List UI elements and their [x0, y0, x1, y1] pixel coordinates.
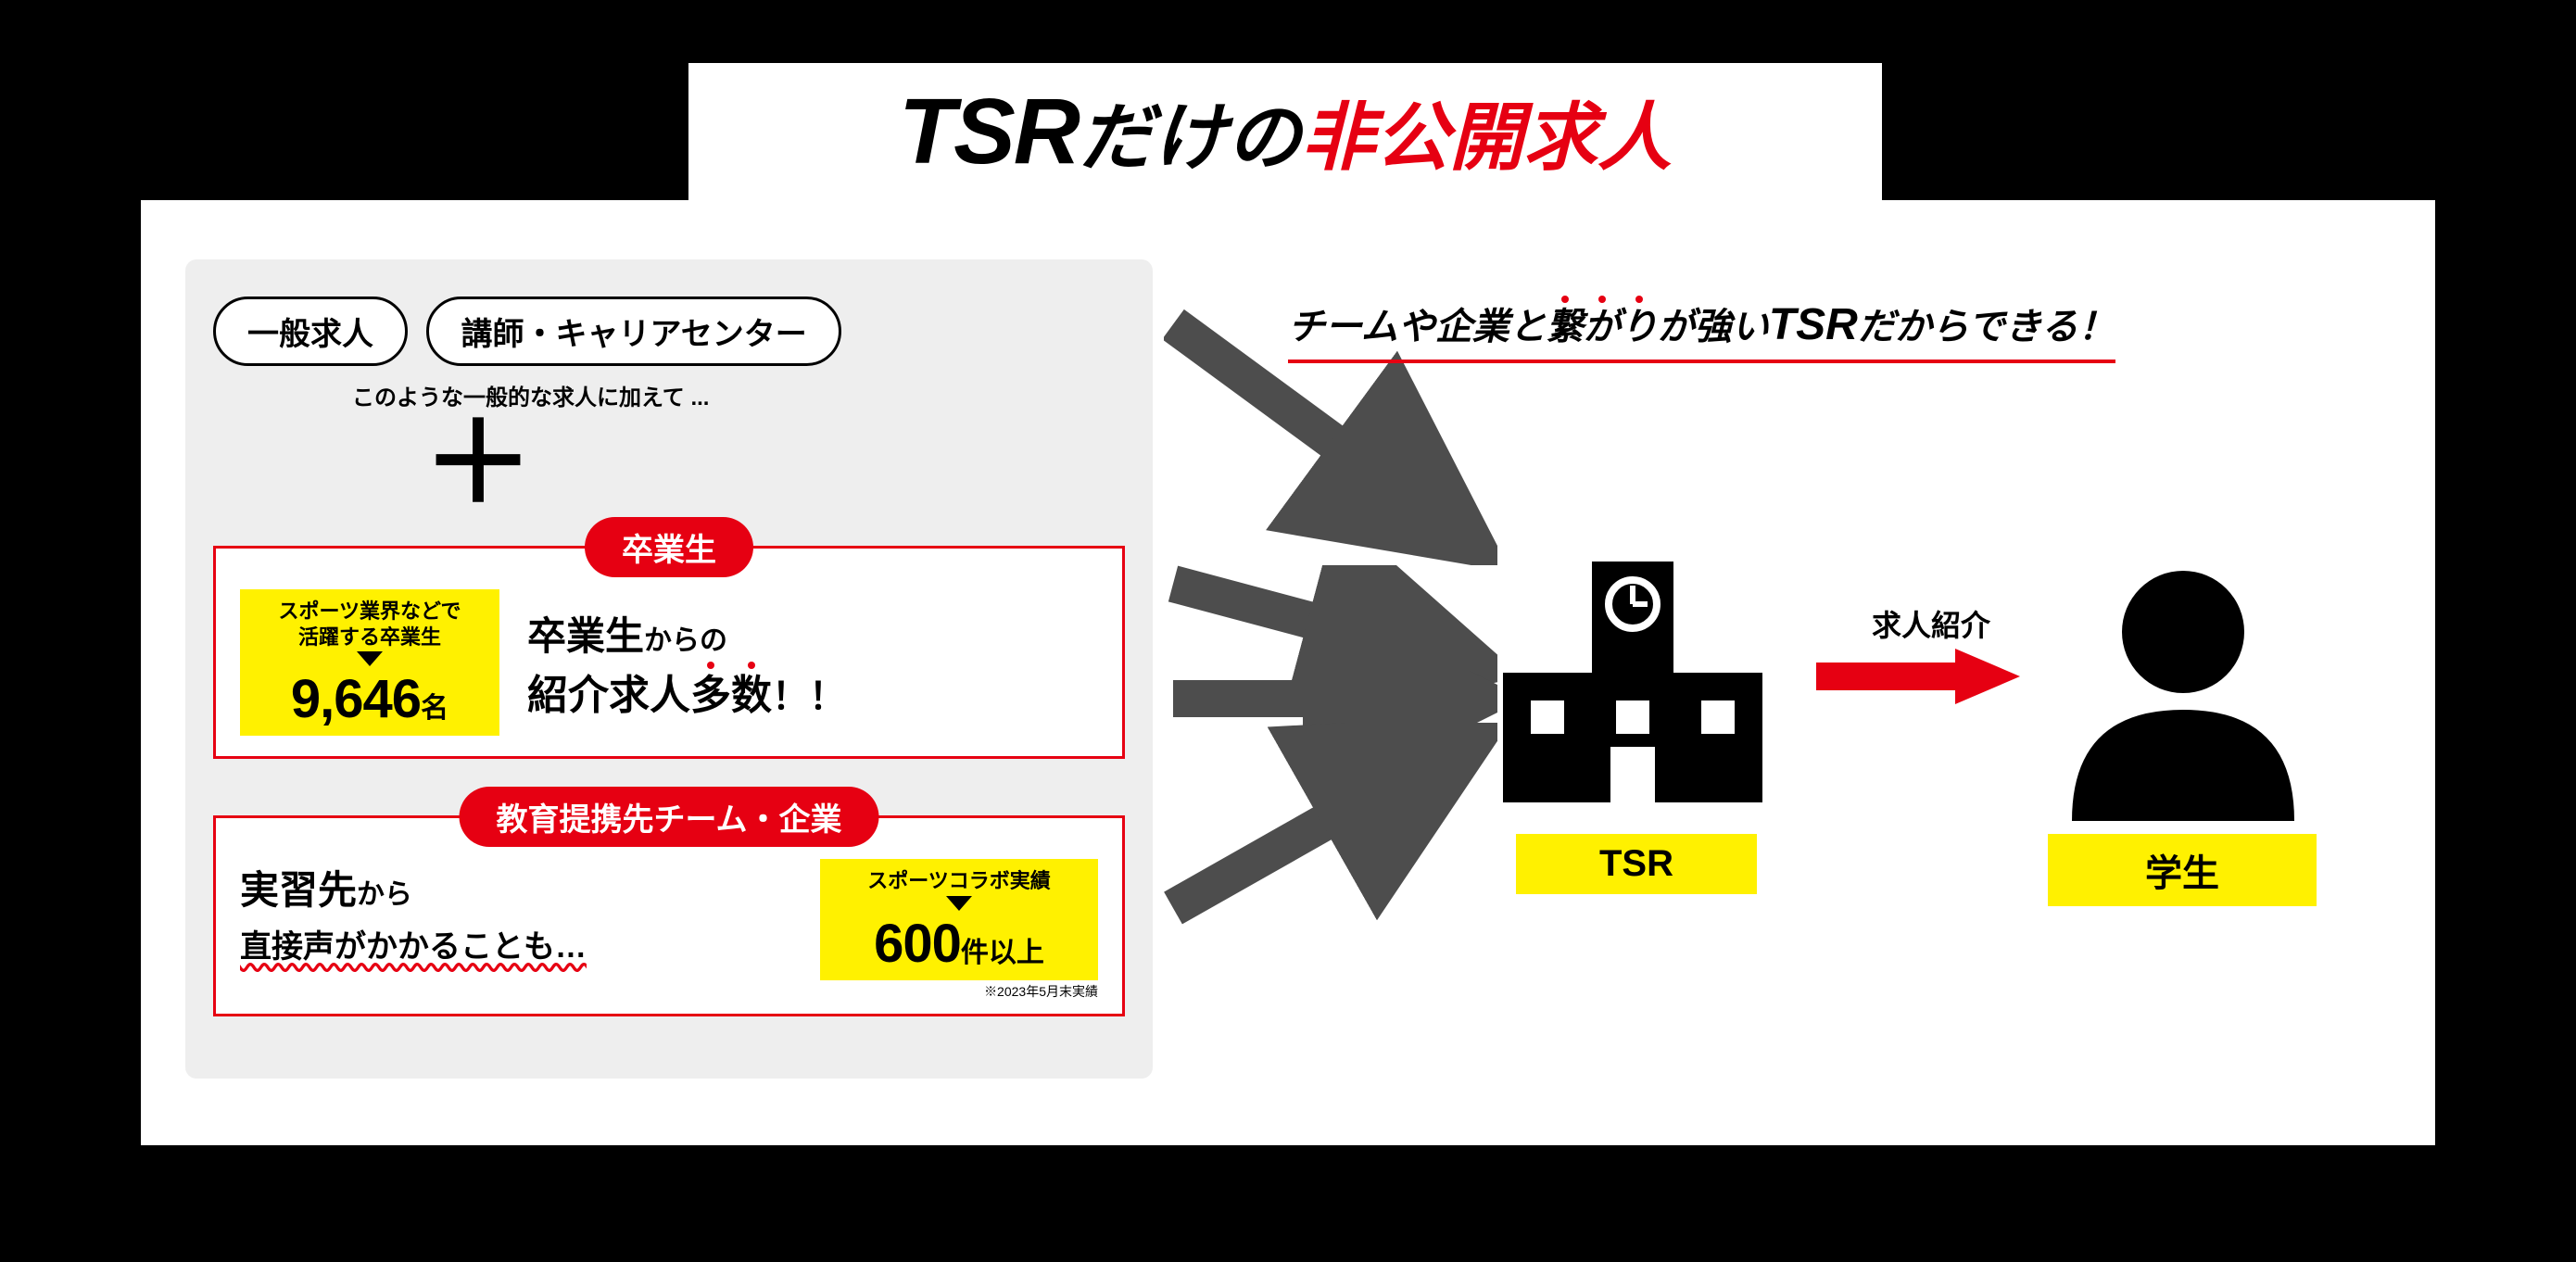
title-mid: だけの [1079, 78, 1301, 185]
infographic-stage: TSR だけの 非公開求人 一般求人 講師・キャリアセンター このような一般的な… [0, 0, 2576, 1262]
title-box: TSR だけの 非公開求人 [688, 63, 1882, 200]
label-student: 学生 [2048, 834, 2317, 906]
label-tsr: TSR [1516, 834, 1757, 894]
stat-graduates: スポーツ業界などで 活躍する卒業生 9,646名 [240, 589, 499, 736]
group-partners: 教育提携先チーム・企業 実習先から 直接声がかかることも… スポーツコラボ実績 … [213, 787, 1125, 1016]
title-red: 非公開求人 [1301, 78, 1672, 185]
label-partners: 教育提携先チーム・企業 [460, 787, 879, 847]
graduates-text: 卒業生からの 紹介求人多数！！ [527, 605, 846, 721]
flow-arrow-2 [1164, 565, 1497, 686]
stat-collab-value: 600件以上 [835, 913, 1083, 975]
pill-general: 一般求人 [213, 297, 408, 366]
intro-arrow-icon [1816, 649, 2020, 704]
stat-graduates-caption: スポーツ業界などで 活躍する卒業生 [255, 599, 485, 650]
group-graduates: 卒業生 スポーツ業界などで 活躍する卒業生 9,646名 卒業生からの 紹介求人… [213, 517, 1125, 759]
stat-collab: スポーツコラボ実績 600件以上 [820, 859, 1098, 980]
card-graduates: スポーツ業界などで 活躍する卒業生 9,646名 卒業生からの 紹介求人多数！！ [213, 546, 1125, 759]
label-graduates: 卒業生 [585, 517, 753, 577]
emph-tsunagari: 繋がり [1547, 307, 1658, 347]
pill-lecturer: 講師・キャリアセンター [426, 297, 840, 366]
sources-panel: 一般求人 講師・キャリアセンター このような一般的な求人に加えて ... ＋ 卒… [185, 259, 1153, 1079]
stat-collab-caption: スポーツコラボ実績 [835, 868, 1083, 894]
emph-tasuu: 多数 [690, 673, 772, 718]
flow-arrow-3 [1164, 671, 1497, 726]
plus-icon: ＋ [423, 419, 1125, 508]
student-icon [2053, 562, 2313, 821]
title-tsr: TSR [899, 79, 1079, 185]
down-arrow-icon [946, 896, 972, 911]
partners-line2: 直接声がかかることも… [240, 921, 587, 966]
headline: チームや企業と繋がりが強いTSRだからできる！ [1288, 297, 2115, 363]
flow-arrow-4 [1164, 723, 1497, 927]
footnote: ※2023年5月末実績 [820, 982, 1098, 1001]
arrow-label-intro: 求人紹介 [1872, 602, 1990, 645]
stat-graduates-value: 9,646名 [255, 668, 485, 730]
down-arrow-icon [357, 651, 383, 666]
school-icon [1503, 562, 1762, 802]
partners-text: 実習先から 直接声がかかることも… [240, 859, 587, 966]
